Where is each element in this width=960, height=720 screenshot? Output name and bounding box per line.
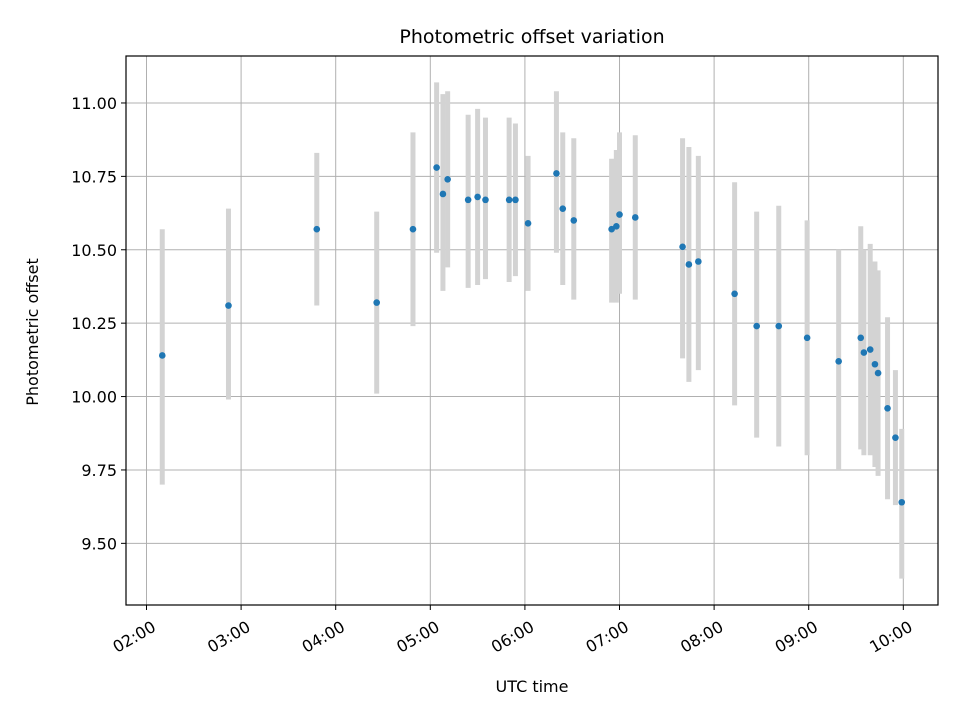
x-tick-label: 09:00 — [772, 617, 821, 657]
data-point — [482, 196, 489, 204]
x-tick-label: 10:00 — [866, 617, 915, 657]
data-point — [835, 358, 842, 365]
data-point — [409, 225, 417, 233]
data-point — [313, 225, 321, 233]
y-tick-label: 10.75 — [71, 167, 117, 186]
grid-lines — [126, 56, 938, 605]
data-point — [679, 243, 686, 251]
data-point — [803, 334, 811, 342]
data-point — [860, 349, 868, 356]
y-tick-label: 10.00 — [71, 388, 117, 407]
data-points — [158, 164, 906, 506]
data-point — [433, 164, 440, 171]
data-point — [158, 352, 166, 359]
y-tick-label: 10.50 — [71, 241, 117, 260]
y-axis-title: Photometric offset — [23, 258, 42, 406]
x-tick-label: 05:00 — [393, 617, 442, 657]
data-point — [373, 299, 380, 306]
x-tick-label: 03:00 — [204, 617, 253, 657]
data-point — [616, 211, 623, 218]
data-point — [608, 225, 615, 233]
chart-title: Photometric offset variation — [399, 26, 664, 48]
data-point — [464, 196, 472, 204]
data-point — [225, 302, 232, 309]
data-point — [731, 290, 738, 298]
data-point — [866, 346, 874, 353]
data-point — [874, 369, 882, 377]
data-point — [505, 196, 513, 204]
data-point — [474, 193, 481, 201]
data-point — [871, 360, 879, 368]
data-point — [857, 334, 865, 342]
data-point — [444, 176, 451, 183]
data-point — [685, 261, 693, 268]
x-tick-label: 06:00 — [488, 617, 537, 657]
error-bars — [159, 82, 905, 579]
y-tick-label: 9.50 — [81, 534, 117, 553]
y-axis-ticks: 9.50 9.75 10.00 10.25 10.50 10.75 11.00 — [71, 94, 126, 553]
x-tick-label: 02:00 — [109, 617, 158, 657]
x-tick-label: 04:00 — [299, 617, 348, 657]
x-tick-label: 07:00 — [582, 617, 631, 657]
data-point — [892, 434, 899, 441]
x-axis-title: UTC time — [496, 677, 569, 696]
data-point — [884, 404, 891, 412]
plot-frame — [125, 55, 939, 606]
data-point — [613, 222, 620, 230]
data-point — [631, 214, 639, 221]
data-point — [695, 258, 702, 265]
data-point — [559, 205, 567, 212]
data-point — [512, 196, 519, 204]
data-point — [553, 170, 560, 177]
data-point — [570, 217, 578, 224]
y-tick-label: 9.75 — [81, 461, 117, 480]
data-point — [524, 220, 532, 227]
data-point — [753, 322, 760, 330]
y-tick-label: 10.25 — [71, 314, 117, 333]
data-point — [439, 190, 447, 198]
x-axis-ticks: 02:00 03:00 04:00 05:00 06:00 07:00 08:00 09:00… — [109, 605, 916, 657]
y-tick-label: 11.00 — [71, 94, 117, 113]
data-point — [775, 322, 783, 330]
x-tick-label: 08:00 — [677, 617, 726, 657]
data-point — [898, 498, 906, 506]
